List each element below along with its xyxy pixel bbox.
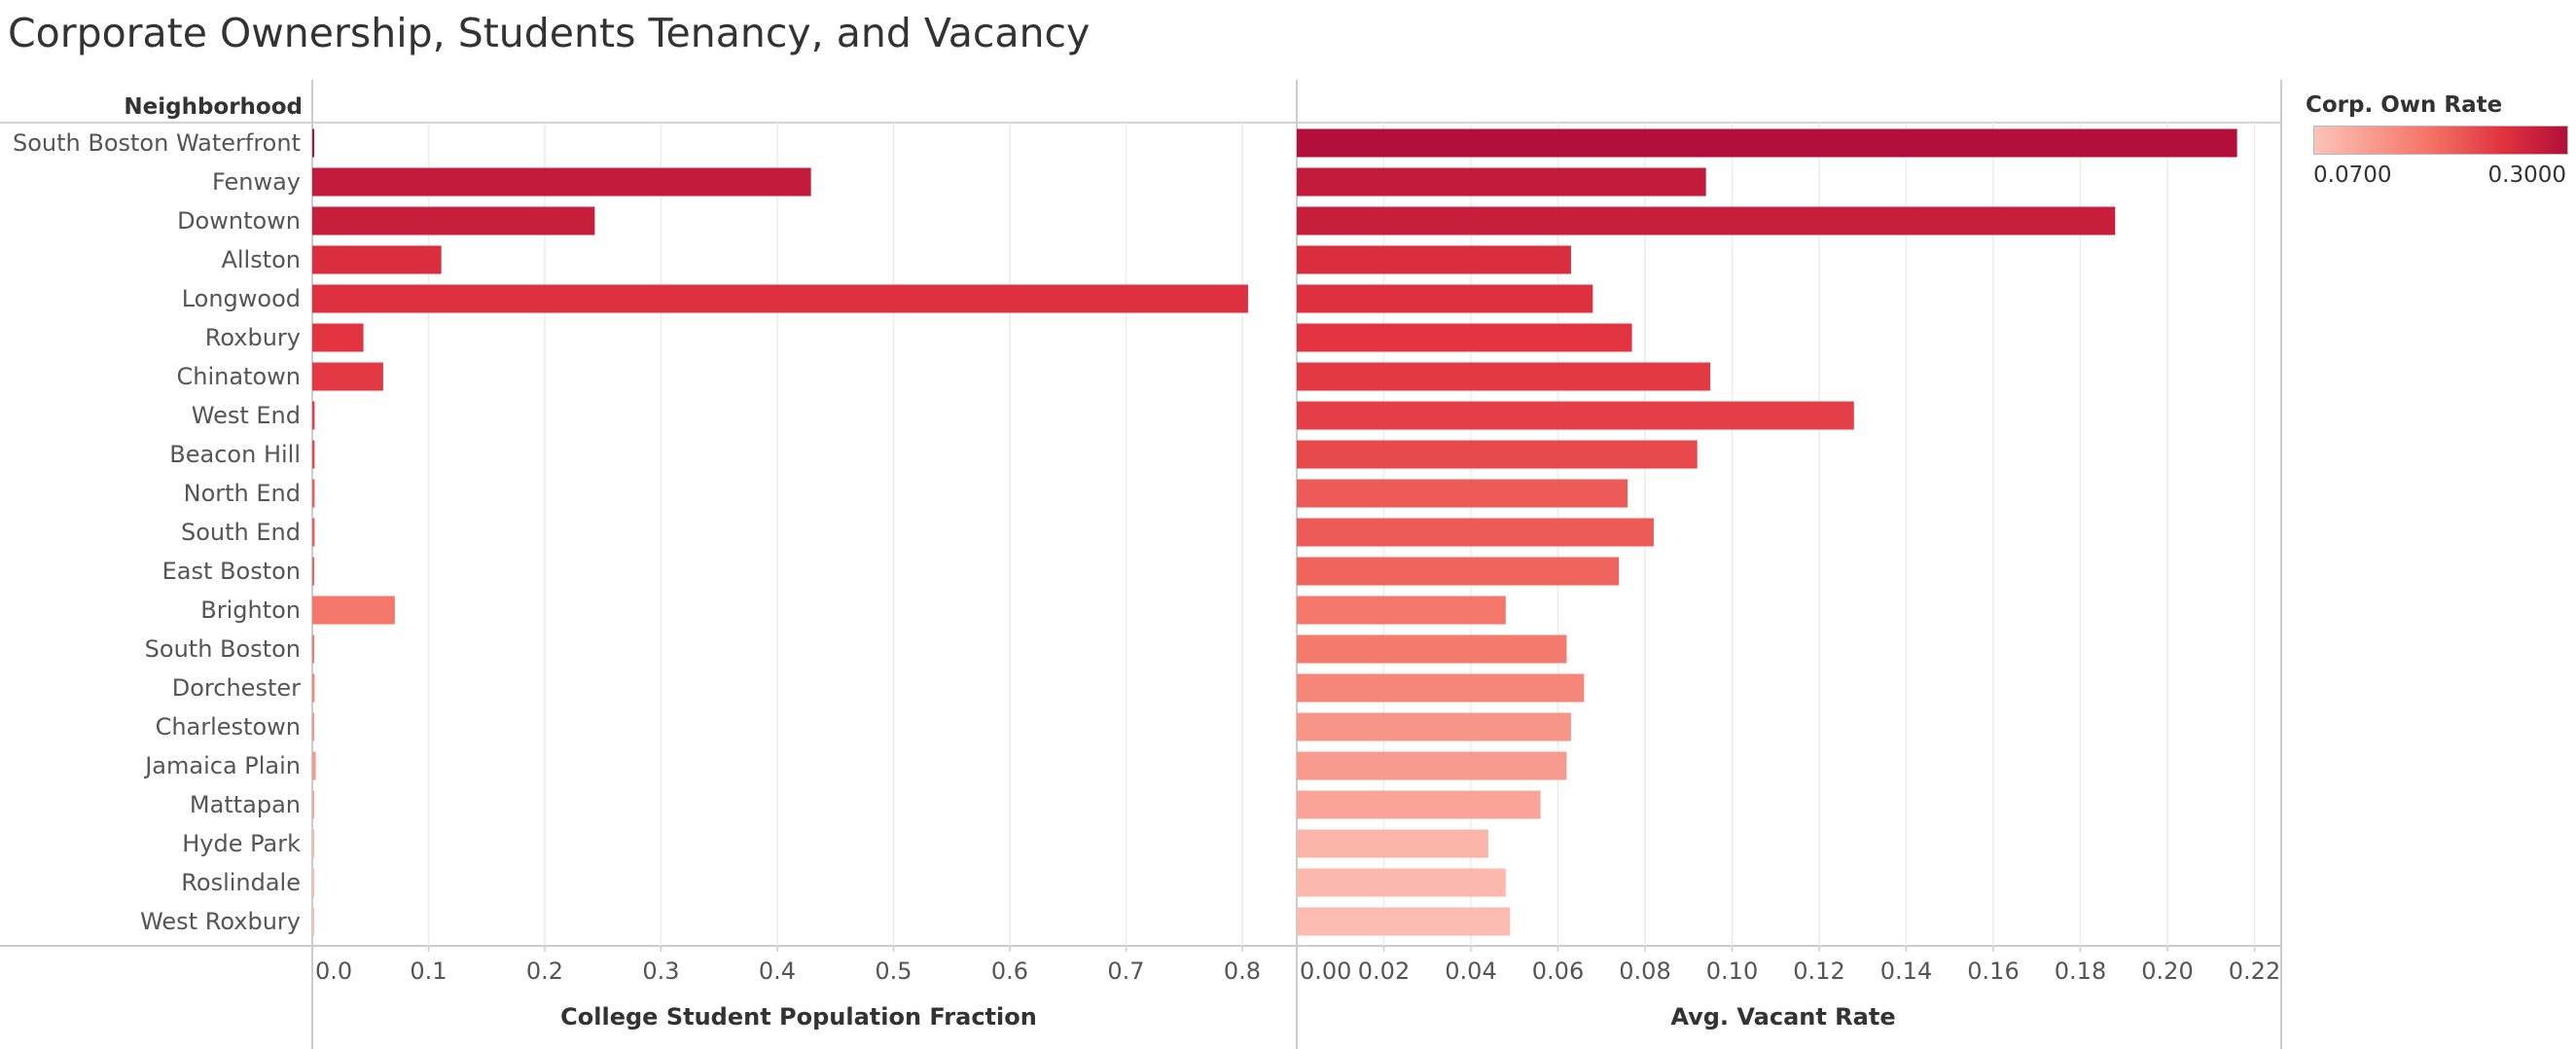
bar: [312, 634, 314, 664]
bar: [1297, 712, 1571, 742]
category-label: South Boston Waterfront: [13, 129, 301, 157]
bar: [312, 167, 811, 197]
chart-title: Corporate Ownership, Students Tenancy, a…: [8, 10, 1091, 56]
bar: [1297, 167, 1706, 197]
tick-label: 0.5: [875, 958, 912, 985]
bar: [1297, 596, 1506, 625]
tick-label: 0.2: [526, 958, 563, 985]
tick-label: 0.22: [2229, 958, 2280, 985]
bar: [1297, 284, 1593, 313]
bar: [312, 323, 364, 352]
row-header-label: Neighborhood: [124, 94, 303, 120]
bar: [312, 790, 314, 819]
category-label: West End: [192, 402, 301, 429]
category-label: West Roxbury: [140, 908, 301, 935]
bar: [312, 206, 595, 235]
tick-label: 0.6: [991, 958, 1028, 985]
bar: [1297, 323, 1632, 352]
category-label: Hyde Park: [182, 830, 301, 857]
category-label: Longwood: [182, 285, 301, 312]
bar: [1297, 907, 1511, 936]
bar: [312, 868, 314, 897]
bar: [1297, 829, 1488, 858]
bar: [1297, 128, 2237, 158]
tick-label: 0.12: [1793, 958, 1844, 985]
bar: [312, 557, 314, 586]
bar: [312, 284, 1248, 313]
bar: [1297, 245, 1571, 274]
legend-gradient: [2313, 126, 2568, 155]
bar: [312, 128, 314, 158]
bar: [1297, 479, 1628, 508]
tick-label: 0.3: [642, 958, 679, 985]
tick-label: 0.00: [1300, 958, 1351, 985]
bar: [312, 751, 316, 780]
legend-title: Corp. Own Rate: [2306, 92, 2503, 118]
category-label: Roslindale: [181, 869, 301, 896]
category-label: Downtown: [177, 207, 301, 235]
bar: [312, 907, 314, 936]
bar: [312, 673, 315, 703]
bar: [1297, 868, 1506, 897]
category-label: Dorchester: [172, 674, 301, 702]
bar: [1297, 634, 1567, 664]
category-label: South Boston: [145, 635, 301, 663]
category-label: Allston: [221, 246, 301, 273]
category-label: East Boston: [162, 558, 301, 585]
category-label: South End: [181, 519, 301, 546]
tick-label: 0.14: [1880, 958, 1932, 985]
tick-label: 0.7: [1107, 958, 1144, 985]
bar: [1297, 790, 1541, 819]
category-label: North End: [184, 480, 301, 507]
tick-label: 0.1: [410, 958, 447, 985]
category-label: Brighton: [200, 597, 301, 624]
tick-label: 0.10: [1706, 958, 1758, 985]
bar: [1297, 518, 1654, 547]
tick-label: 0.18: [2055, 958, 2106, 985]
bar: [1297, 401, 1854, 430]
category-label: Charlestown: [156, 713, 301, 741]
axis-title: Avg. Vacant Rate: [1670, 1003, 1895, 1031]
color-legend[interactable]: Corp. Own Rate 0.0700 0.3000: [2306, 92, 2570, 188]
bar: [1297, 557, 1620, 586]
tick-label: 0.20: [2141, 958, 2193, 985]
axis-title: College Student Population Fraction: [560, 1003, 1037, 1031]
bar: [312, 440, 315, 469]
category-label: Fenway: [212, 168, 301, 196]
category-label: Roxbury: [205, 324, 301, 351]
bar: [312, 362, 383, 391]
category-label: Beacon Hill: [169, 441, 301, 468]
bar: [312, 829, 314, 858]
category-label: Jamaica Plain: [143, 752, 301, 779]
bar: [312, 712, 314, 742]
bar: [312, 596, 395, 625]
bar: [312, 245, 442, 274]
tick-label: 0.08: [1619, 958, 1670, 985]
bar: [312, 479, 315, 508]
legend-max-label: 0.3000: [2487, 163, 2566, 188]
tick-label: 0.04: [1445, 958, 1496, 985]
tick-label: 0.0: [315, 958, 352, 985]
bar: [1297, 673, 1585, 703]
legend-min-label: 0.0700: [2313, 163, 2392, 188]
tick-label: 0.8: [1224, 958, 1261, 985]
bar: [312, 401, 315, 430]
tick-label: 0.06: [1532, 958, 1584, 985]
bar: [1297, 440, 1698, 469]
bar: [312, 518, 315, 547]
category-label: Mattapan: [190, 791, 301, 818]
bar: [1297, 206, 2116, 235]
tick-label: 0.16: [1967, 958, 2019, 985]
tick-label: 0.02: [1358, 958, 1410, 985]
category-label: Chinatown: [177, 363, 302, 390]
tick-label: 0.4: [759, 958, 796, 985]
bar: [1297, 362, 1711, 391]
bar: [1297, 751, 1567, 780]
